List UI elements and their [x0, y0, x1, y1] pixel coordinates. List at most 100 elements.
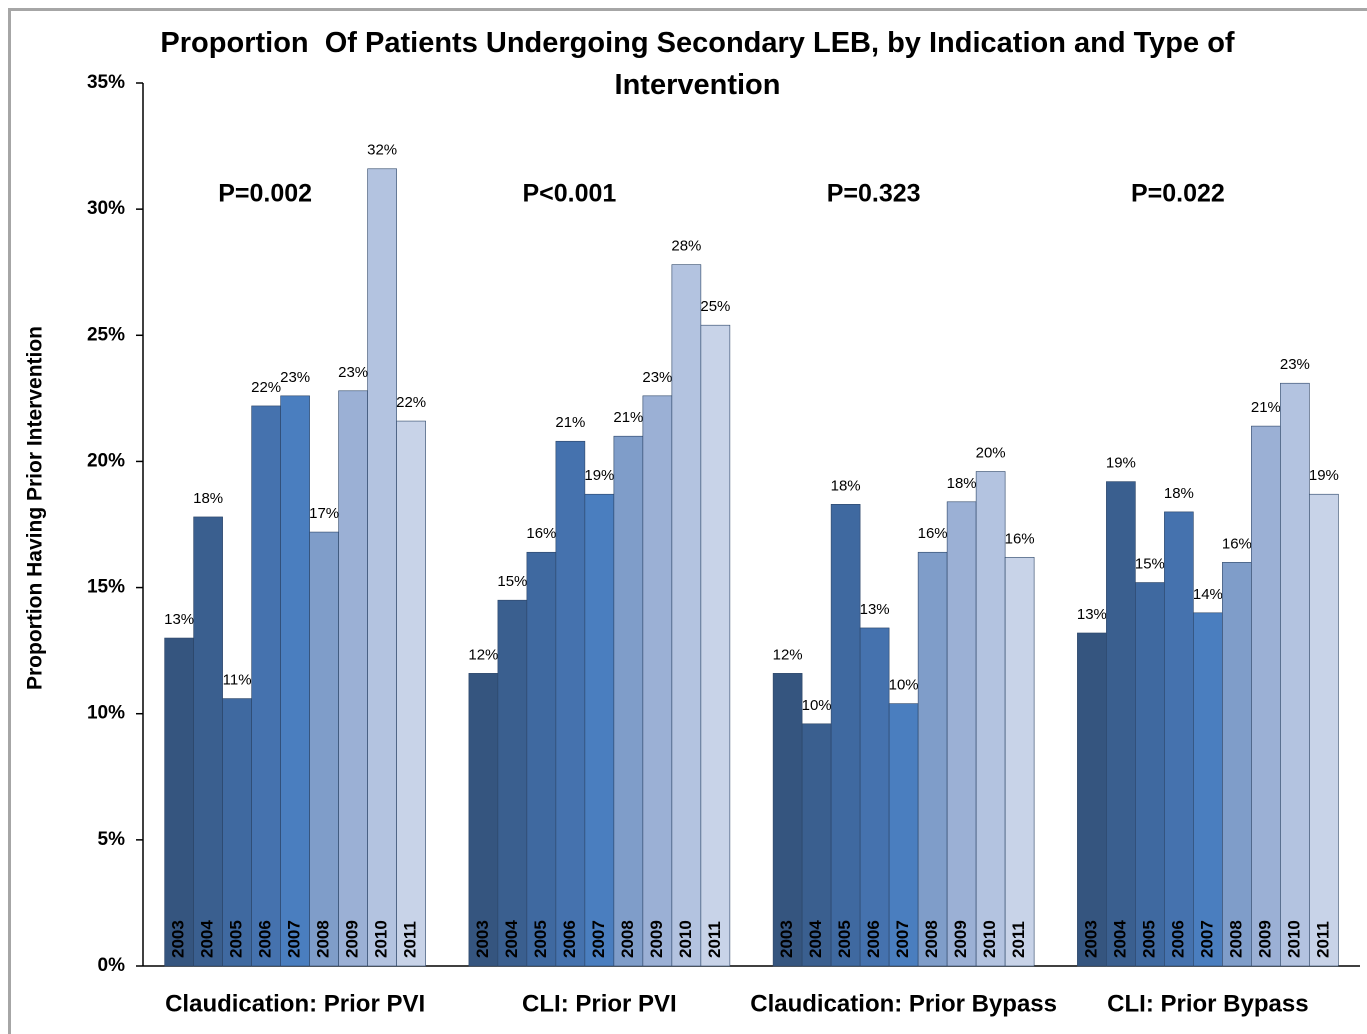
y-tick-label: 5%	[98, 829, 126, 850]
series-name: 2007	[1197, 920, 1216, 958]
bar	[975, 471, 1006, 967]
y-tick-label: 0%	[98, 955, 126, 976]
series-name: 2011	[1313, 921, 1332, 958]
series-name: 2005	[835, 920, 854, 958]
series-name: 2007	[285, 920, 304, 958]
series-name: 2006	[864, 920, 883, 958]
value-label: 16%	[1222, 535, 1252, 552]
value-label: 19%	[584, 467, 614, 484]
series-name: 2009	[343, 920, 362, 958]
value-label: 10%	[802, 697, 832, 714]
bar	[526, 551, 557, 967]
bar	[1135, 582, 1165, 967]
series-name: 2011	[1009, 921, 1028, 958]
bar	[1164, 511, 1194, 967]
value-label: 11%	[223, 672, 252, 689]
value-label: 28%	[671, 238, 701, 255]
value-label: 21%	[1251, 399, 1281, 416]
series-name: 2011	[401, 921, 420, 958]
series-name: 2009	[1255, 920, 1274, 958]
bar	[193, 516, 223, 967]
value-label: 15%	[497, 573, 527, 590]
value-label: 22%	[396, 394, 426, 411]
bar	[1106, 481, 1136, 967]
bar	[497, 599, 528, 967]
value-label: 23%	[338, 364, 368, 381]
value-label: 16%	[526, 525, 556, 542]
bar	[222, 698, 252, 967]
value-label: 21%	[613, 409, 643, 426]
x-tick-label: Claudication: Prior Bypass	[750, 990, 1057, 1017]
bar	[338, 390, 368, 967]
series-name: 2007	[893, 920, 912, 958]
x-tick-label: CLI: Prior Bypass	[1107, 990, 1308, 1017]
series-name: 2003	[1081, 920, 1100, 958]
series-name: 2009	[647, 920, 666, 958]
series-name: 2005	[227, 920, 246, 958]
value-label: 16%	[918, 525, 948, 542]
bar	[917, 551, 948, 967]
value-label: 10%	[889, 677, 919, 694]
value-label: 18%	[947, 475, 977, 492]
p-value: P=0.022	[1131, 180, 1225, 208]
bar	[1077, 632, 1107, 967]
bar	[859, 627, 890, 967]
series-name: 2005	[531, 920, 550, 958]
value-label: 18%	[831, 477, 861, 494]
value-label: 32%	[367, 142, 397, 159]
series-name: 2004	[502, 920, 521, 958]
bar	[1309, 493, 1339, 967]
value-label: 23%	[1280, 356, 1310, 373]
bar	[1222, 562, 1252, 967]
value-label: 13%	[164, 611, 194, 628]
bar	[367, 168, 397, 967]
bar	[1251, 425, 1281, 967]
value-label: 21%	[555, 414, 585, 431]
p-value: P=0.002	[218, 180, 312, 208]
value-label: 13%	[860, 601, 890, 618]
p-value: P<0.001	[522, 180, 616, 208]
bar	[830, 504, 861, 967]
bar	[946, 501, 977, 967]
series-name: 2009	[951, 920, 970, 958]
value-label: 23%	[280, 369, 310, 386]
value-label: 14%	[1193, 586, 1223, 603]
bar	[309, 531, 339, 967]
y-tick-label: 20%	[87, 450, 125, 471]
p-value: P=0.323	[827, 180, 921, 208]
series-name: 2006	[256, 920, 275, 958]
value-label: 16%	[1005, 530, 1035, 547]
bar	[613, 435, 644, 967]
bar	[396, 420, 426, 967]
series-name: 2007	[589, 920, 608, 958]
series-name: 2003	[169, 920, 188, 958]
value-label: 22%	[251, 379, 281, 396]
chart-title: Proportion Of Patients Undergoing Second…	[160, 27, 1243, 101]
bar	[280, 395, 310, 967]
series-name: 2006	[560, 920, 579, 958]
value-label: 17%	[309, 505, 339, 522]
series-name: 2010	[372, 920, 391, 958]
value-label: 12%	[773, 646, 803, 663]
value-label: 18%	[193, 490, 223, 507]
value-label: 23%	[642, 369, 672, 386]
bar	[671, 264, 702, 967]
value-label: 18%	[1164, 485, 1194, 502]
series-name: 2003	[777, 920, 796, 958]
y-axis-title: Proportion Having Prior Intervention	[24, 326, 47, 690]
series-name: 2008	[314, 920, 333, 958]
bar	[888, 703, 919, 967]
series-name: 2011	[705, 921, 724, 958]
y-tick-label: 30%	[87, 198, 125, 219]
y-tick-label: 35%	[87, 72, 125, 93]
value-label: 20%	[976, 444, 1006, 461]
bar	[700, 324, 731, 967]
bar	[584, 493, 615, 967]
frame	[8, 8, 1367, 1034]
bar	[1193, 612, 1223, 967]
series-name: 2008	[922, 920, 941, 958]
bar	[801, 723, 832, 967]
bar	[468, 673, 499, 967]
